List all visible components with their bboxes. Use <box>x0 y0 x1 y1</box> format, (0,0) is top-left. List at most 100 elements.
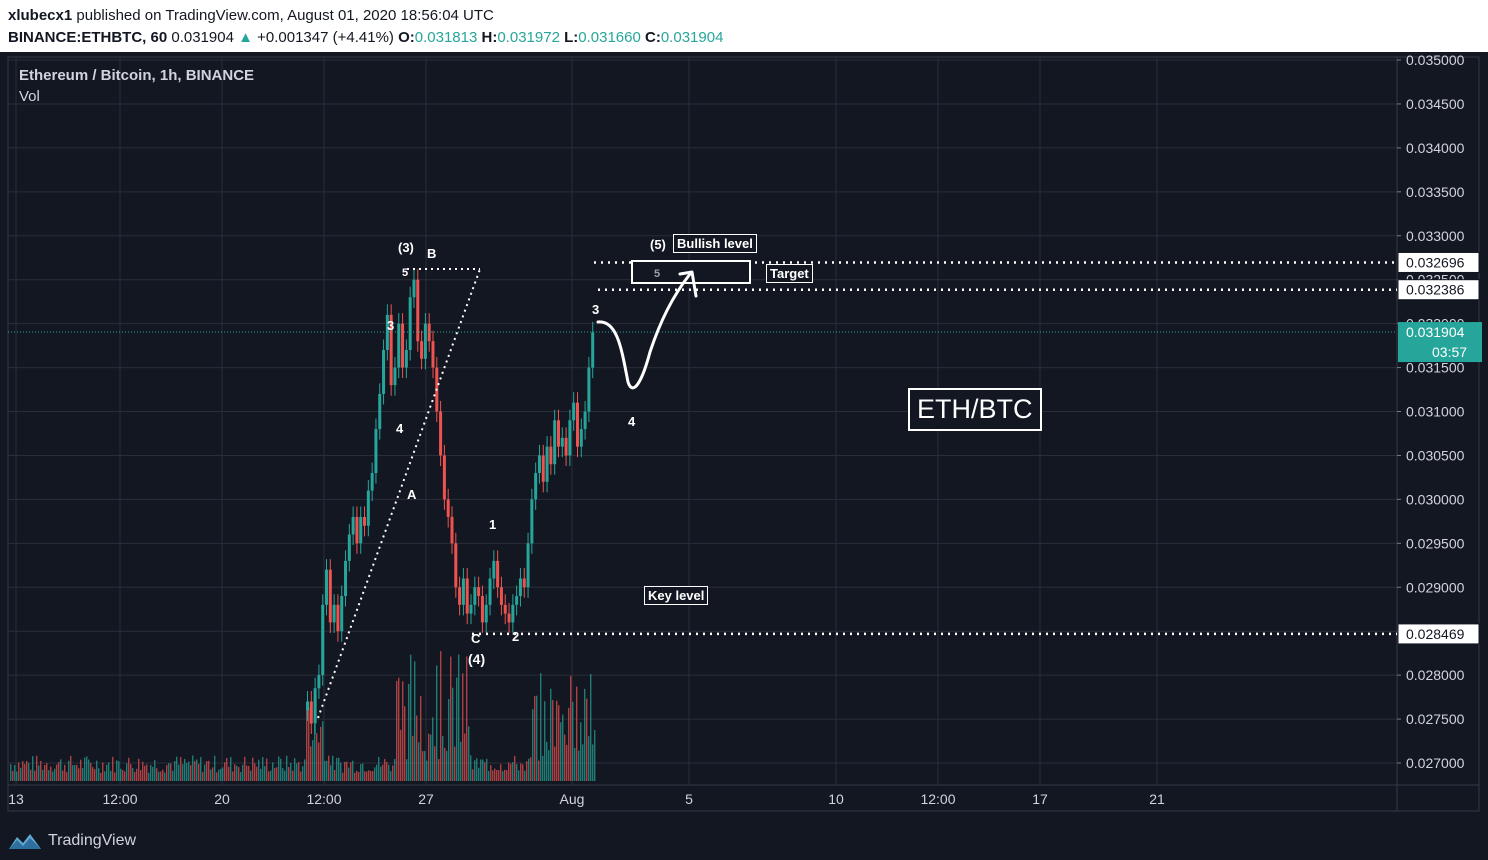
volume-bar <box>584 688 586 781</box>
volume-bar <box>200 757 202 781</box>
candle-body <box>363 516 367 526</box>
volume-bar <box>288 766 290 781</box>
candle-body <box>313 688 317 724</box>
volume-bar <box>570 675 572 781</box>
volume-bar <box>190 765 192 781</box>
ohlc-line: BINANCE:ETHBTC, 60 0.031904 ▲ +0.001347 … <box>8 29 723 46</box>
candle-body <box>427 323 431 342</box>
candle-body <box>336 604 340 632</box>
wave-label-5: 5 <box>402 267 409 279</box>
volume-bar <box>540 673 542 781</box>
volume-bar <box>154 760 156 781</box>
volume-bar <box>528 758 530 781</box>
volume-bar <box>380 766 382 781</box>
volume-bar <box>476 758 478 781</box>
volume-bar <box>412 735 414 781</box>
volume-bar <box>544 701 546 781</box>
volume-bar <box>448 698 450 781</box>
candle-body <box>473 587 477 605</box>
volume-bar <box>122 769 124 781</box>
tradingview-logo[interactable]: TradingView <box>8 827 136 855</box>
volume-bar <box>260 768 262 781</box>
candle-body <box>412 279 416 298</box>
candle-body <box>454 543 458 588</box>
volume-bar <box>52 771 54 781</box>
y-tick-label: 0.029500 <box>1406 535 1465 551</box>
volume-bar <box>444 747 446 781</box>
author-name[interactable]: xlubecx1 <box>8 7 73 24</box>
y-tick-label: 0.035000 <box>1406 52 1465 68</box>
legend-title[interactable]: Ethereum / Bitcoin, 1h, BINANCE <box>19 67 255 84</box>
volume-bar <box>254 763 256 781</box>
volume-bar <box>296 763 298 781</box>
tradingview-brand: TradingView <box>48 832 137 849</box>
volume-bar <box>398 677 400 781</box>
volume-bar <box>62 770 64 781</box>
candle-body <box>374 429 378 474</box>
wave-label-5-box: 5 <box>654 268 661 280</box>
volume-bars <box>10 651 596 781</box>
volume-bar <box>250 770 252 781</box>
level-price-tag <box>1397 279 1480 301</box>
candle-body <box>507 613 511 623</box>
candle-body <box>344 560 348 597</box>
publish-info: published on TradingView.com, August 01,… <box>72 7 494 24</box>
volume-bar <box>328 755 330 781</box>
volume-bar <box>486 758 488 781</box>
volume-bar <box>332 755 334 781</box>
volume-bar <box>366 771 368 781</box>
candle-body <box>325 569 329 605</box>
volume-bar <box>334 769 336 781</box>
legend-volume[interactable]: Vol <box>19 88 40 105</box>
volume-bar <box>352 760 354 781</box>
volume-bar <box>240 771 242 781</box>
x-tick-label: 27 <box>418 791 434 807</box>
volume-bar <box>286 755 288 781</box>
volume-bar <box>72 765 74 781</box>
volume-bar <box>186 763 188 781</box>
x-tick-label: 17 <box>1032 791 1048 807</box>
volume-bar <box>558 705 560 781</box>
candle-body <box>465 578 469 614</box>
footer: TradingView <box>0 822 1488 860</box>
volume-bar <box>42 769 44 781</box>
candle-body <box>359 516 363 544</box>
candle-body <box>587 367 591 412</box>
volume-bar <box>284 770 286 781</box>
volume-bar <box>82 768 84 781</box>
volume-bar <box>446 750 448 781</box>
volume-bar <box>294 758 296 781</box>
volume-bar <box>232 771 234 781</box>
wave-label-4-paren: (4) <box>468 651 486 667</box>
volume-bar <box>158 771 160 781</box>
candle-body <box>340 596 344 632</box>
volume-bar <box>318 742 320 781</box>
candle-body <box>423 323 427 359</box>
volume-bar <box>76 764 78 781</box>
volume-bar <box>342 772 344 781</box>
volume-bar <box>452 687 454 781</box>
volume-bar <box>394 758 396 781</box>
volume-bar <box>140 770 142 781</box>
bar-countdown: 03:57 <box>1432 344 1467 360</box>
volume-bar <box>572 701 574 781</box>
candle-body <box>393 367 397 386</box>
volume-bar <box>34 770 36 781</box>
pair-tag: ETH/BTC <box>908 388 1042 431</box>
volume-bar <box>184 758 186 781</box>
price-chart[interactable]: 0.035000 0.034500 0.034000 0.033500 0.033000… <box>0 52 1488 822</box>
volume-bar <box>68 760 70 781</box>
volume-bar <box>86 756 88 781</box>
candle-body <box>461 578 465 605</box>
volume-bar <box>278 756 280 781</box>
volume-bar <box>266 758 268 781</box>
x-tick-label: Aug <box>560 791 585 807</box>
volume-bar <box>178 764 180 781</box>
candle-body <box>408 297 412 350</box>
high-value: 0.031972 <box>497 29 560 46</box>
volume-bar <box>516 763 518 781</box>
volume-bar <box>280 758 282 781</box>
volume-bar <box>562 714 564 781</box>
volume-bar <box>60 759 62 781</box>
volume-bar <box>100 772 102 781</box>
